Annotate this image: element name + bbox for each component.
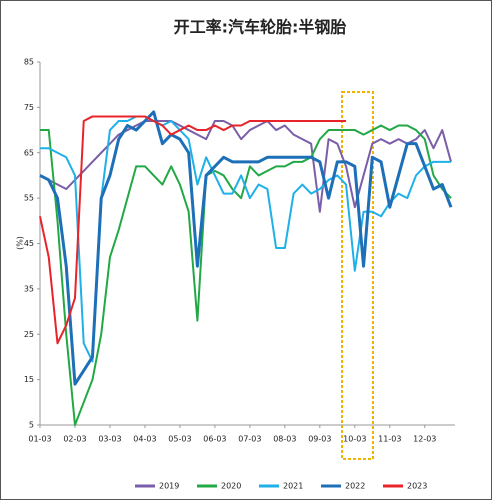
x-tick-label: 12-03	[413, 435, 436, 444]
series-line	[40, 115, 451, 363]
x-tick-label: 11-03	[378, 435, 401, 444]
x-tick-label: 02-03	[63, 435, 86, 444]
legend-label: 2019	[159, 482, 179, 491]
chart-title: 开工率:汽车轮胎:半钢胎	[174, 18, 347, 37]
y-tick-label: 35	[24, 284, 34, 293]
legend-label: 2020	[221, 482, 241, 491]
x-tick-label: 03-03	[98, 435, 121, 444]
y-tick-label: 15	[24, 375, 34, 384]
legend-label: 2021	[283, 482, 303, 491]
y-tick-label: 75	[24, 103, 34, 112]
y-axis-label: (%)	[16, 236, 25, 250]
x-tick-label: 09-03	[308, 435, 331, 444]
series-line	[39, 110, 453, 386]
y-tick-label: 85	[24, 58, 34, 67]
y-tick-label: 25	[24, 330, 34, 339]
x-tick-label: 07-03	[238, 435, 261, 444]
legend-label: 2023	[407, 482, 427, 491]
x-tick-label: 10-03	[343, 435, 366, 444]
y-tick-label: 55	[24, 194, 34, 203]
series-line	[40, 124, 452, 426]
series-line	[39, 115, 347, 345]
x-tick-label: 08-03	[273, 435, 296, 444]
legend-label: 2022	[345, 482, 365, 491]
y-tick-label: 5	[29, 421, 34, 430]
y-tick-label: 45	[24, 239, 34, 248]
x-tick-label: 05-03	[168, 435, 191, 444]
y-tick-label: 65	[24, 148, 34, 157]
x-tick-label: 06-03	[203, 435, 226, 444]
x-tick-label: 01-03	[28, 435, 51, 444]
highlight-box	[341, 91, 374, 460]
x-tick-label: 04-03	[133, 435, 156, 444]
